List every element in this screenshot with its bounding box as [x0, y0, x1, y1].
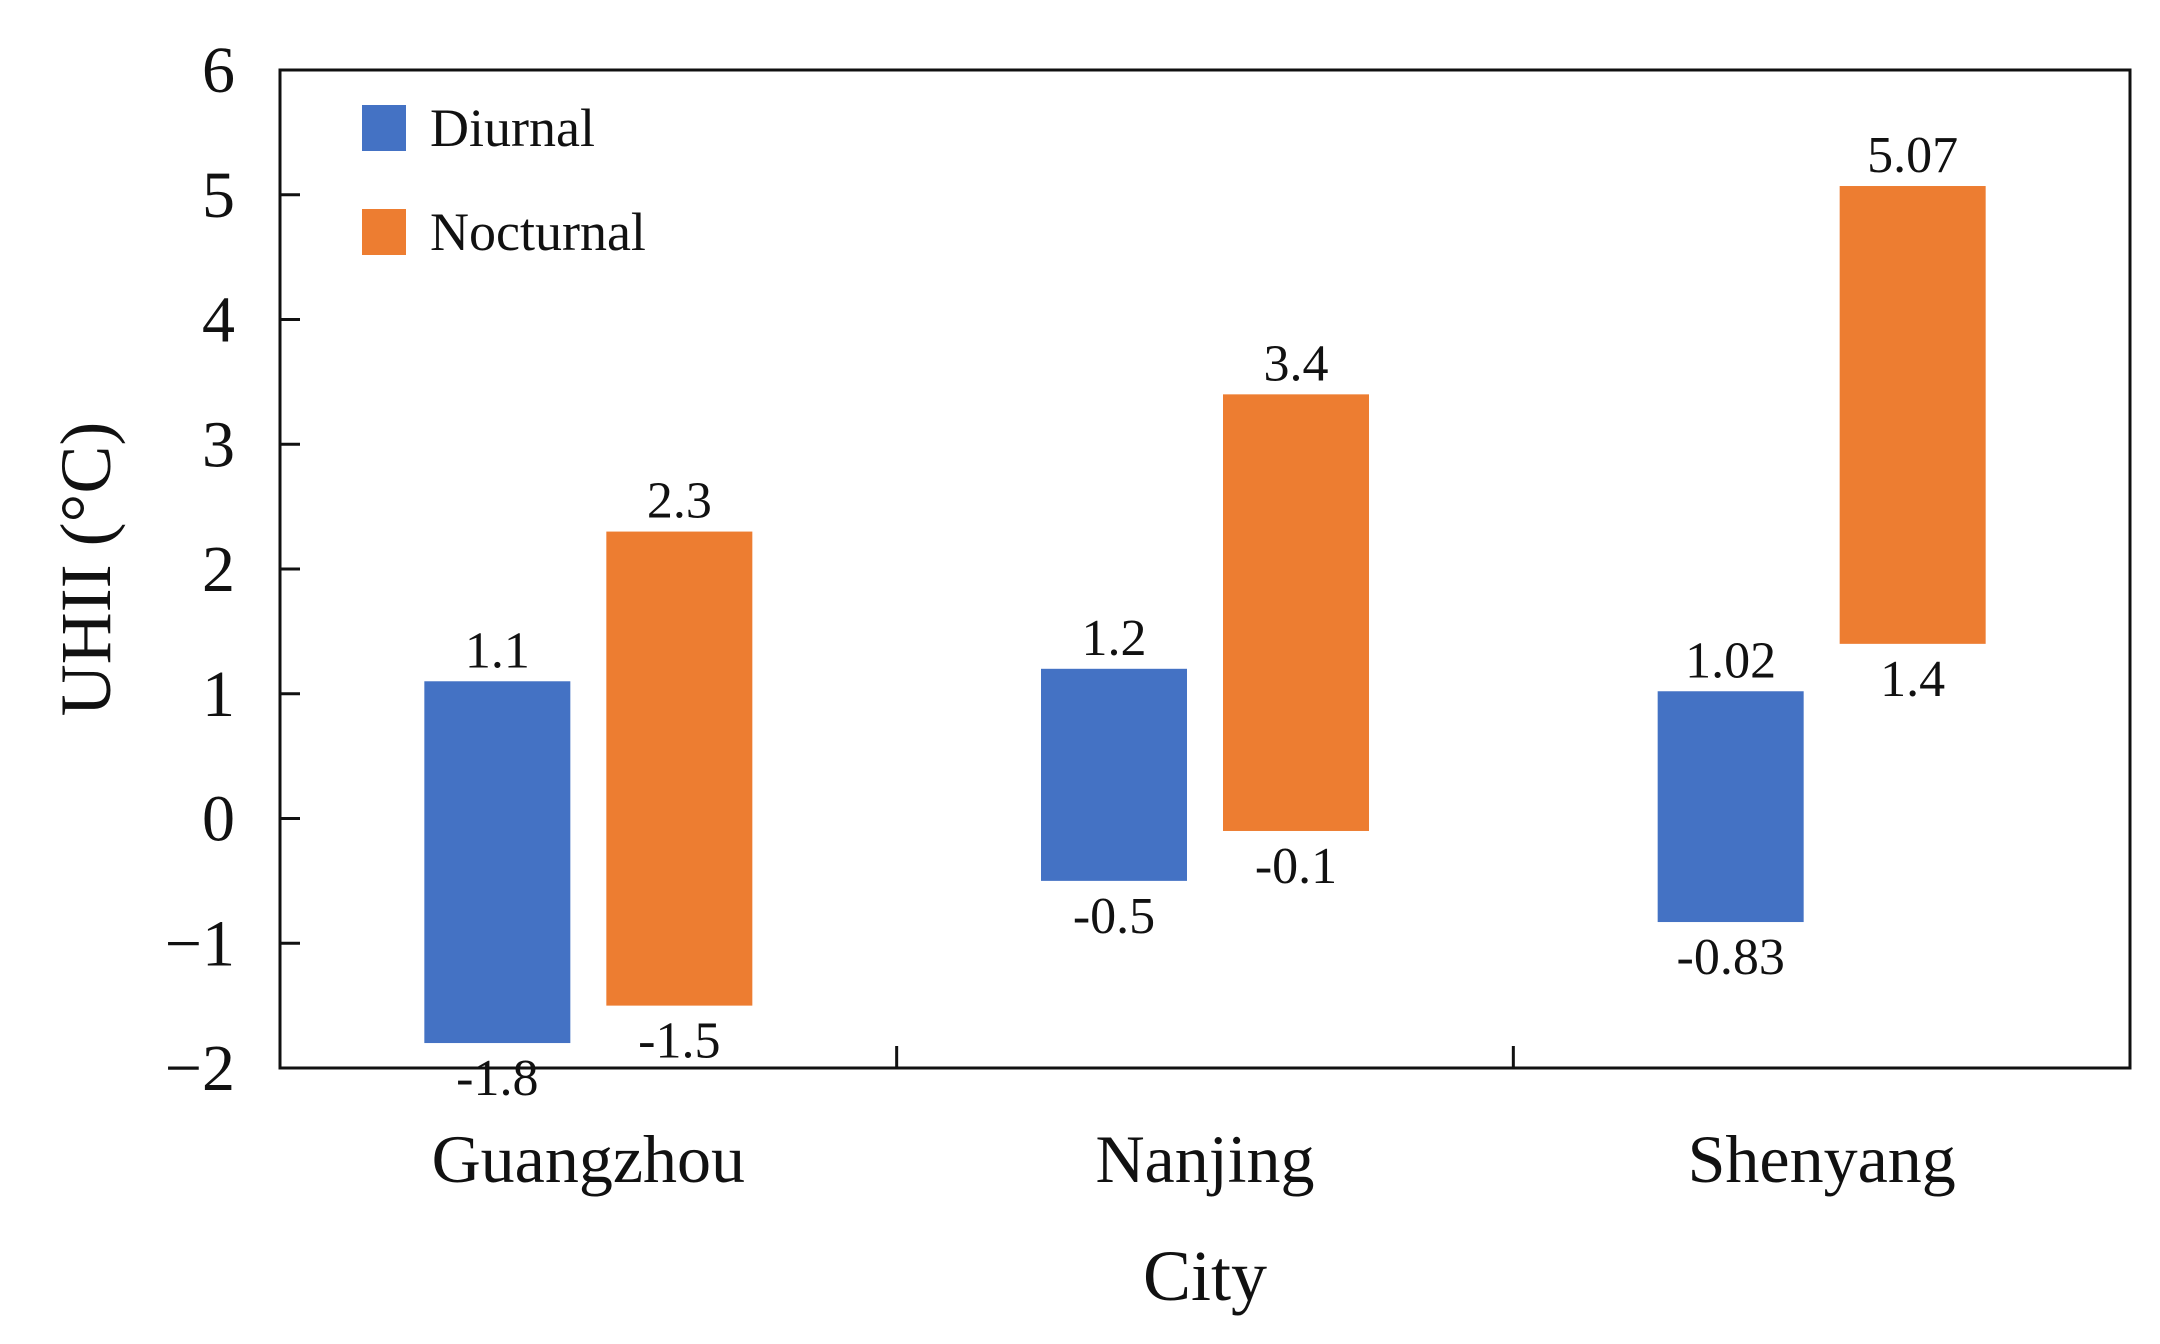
y-tick-label: −1	[165, 907, 235, 980]
y-tick-label: 5	[202, 159, 235, 232]
data-label-high: 2.3	[647, 473, 712, 530]
data-label-low: 1.4	[1880, 651, 1945, 708]
legend-label-nocturnal: Nocturnal	[430, 202, 646, 262]
data-label-high: 1.02	[1685, 632, 1776, 689]
category-label: Guangzhou	[432, 1121, 745, 1197]
x-axis-title: City	[1143, 1236, 1267, 1316]
y-tick-label: 6	[202, 34, 235, 107]
data-label-high: 1.1	[465, 622, 530, 679]
legend: Diurnal Nocturnal	[362, 98, 646, 262]
legend-swatch-diurnal	[362, 105, 406, 151]
bar-nocturnal	[1223, 394, 1369, 831]
bars	[424, 186, 1986, 1044]
bar-diurnal	[1657, 691, 1804, 923]
data-label-low: -0.5	[1073, 888, 1155, 945]
y-tick-label: 1	[202, 658, 235, 731]
category-label: Shenyang	[1688, 1121, 1956, 1197]
x-axis-ticks	[895, 1046, 1515, 1068]
category-label: Nanjing	[1095, 1121, 1314, 1197]
legend-swatch-nocturnal	[362, 209, 406, 255]
bar-nocturnal	[606, 531, 753, 1006]
data-label-high: 3.4	[1264, 335, 1329, 392]
data-label-low: -0.83	[1677, 929, 1785, 986]
category-labels: Guangzhou Nanjing Shenyang	[432, 1121, 1956, 1197]
y-tick-label: 0	[202, 783, 235, 856]
bar-diurnal	[424, 681, 571, 1044]
data-labels: 1.1 -1.8 2.3 -1.5 1.2 -0.5 3.4 -0.1 1.02 -0.83 5.0…	[456, 127, 1958, 1107]
y-tick-label: 2	[202, 533, 235, 606]
data-label-low: -0.1	[1255, 838, 1337, 895]
y-axis-ticks: −2 −1 0 1 2 3 4 5 6	[165, 34, 300, 1105]
data-label-low: -1.8	[456, 1050, 538, 1107]
bar-diurnal	[1041, 668, 1187, 881]
data-label-high: 1.2	[1082, 610, 1147, 667]
y-tick-label: 4	[202, 284, 235, 357]
y-tick-label: 3	[202, 408, 235, 481]
y-axis-title: UHII (°C)	[46, 422, 126, 717]
y-tick-label: −2	[165, 1032, 235, 1105]
bar-nocturnal	[1839, 186, 1986, 644]
data-label-high: 5.07	[1867, 127, 1958, 184]
legend-label-diurnal: Diurnal	[430, 98, 595, 158]
data-label-low: -1.5	[638, 1013, 720, 1070]
